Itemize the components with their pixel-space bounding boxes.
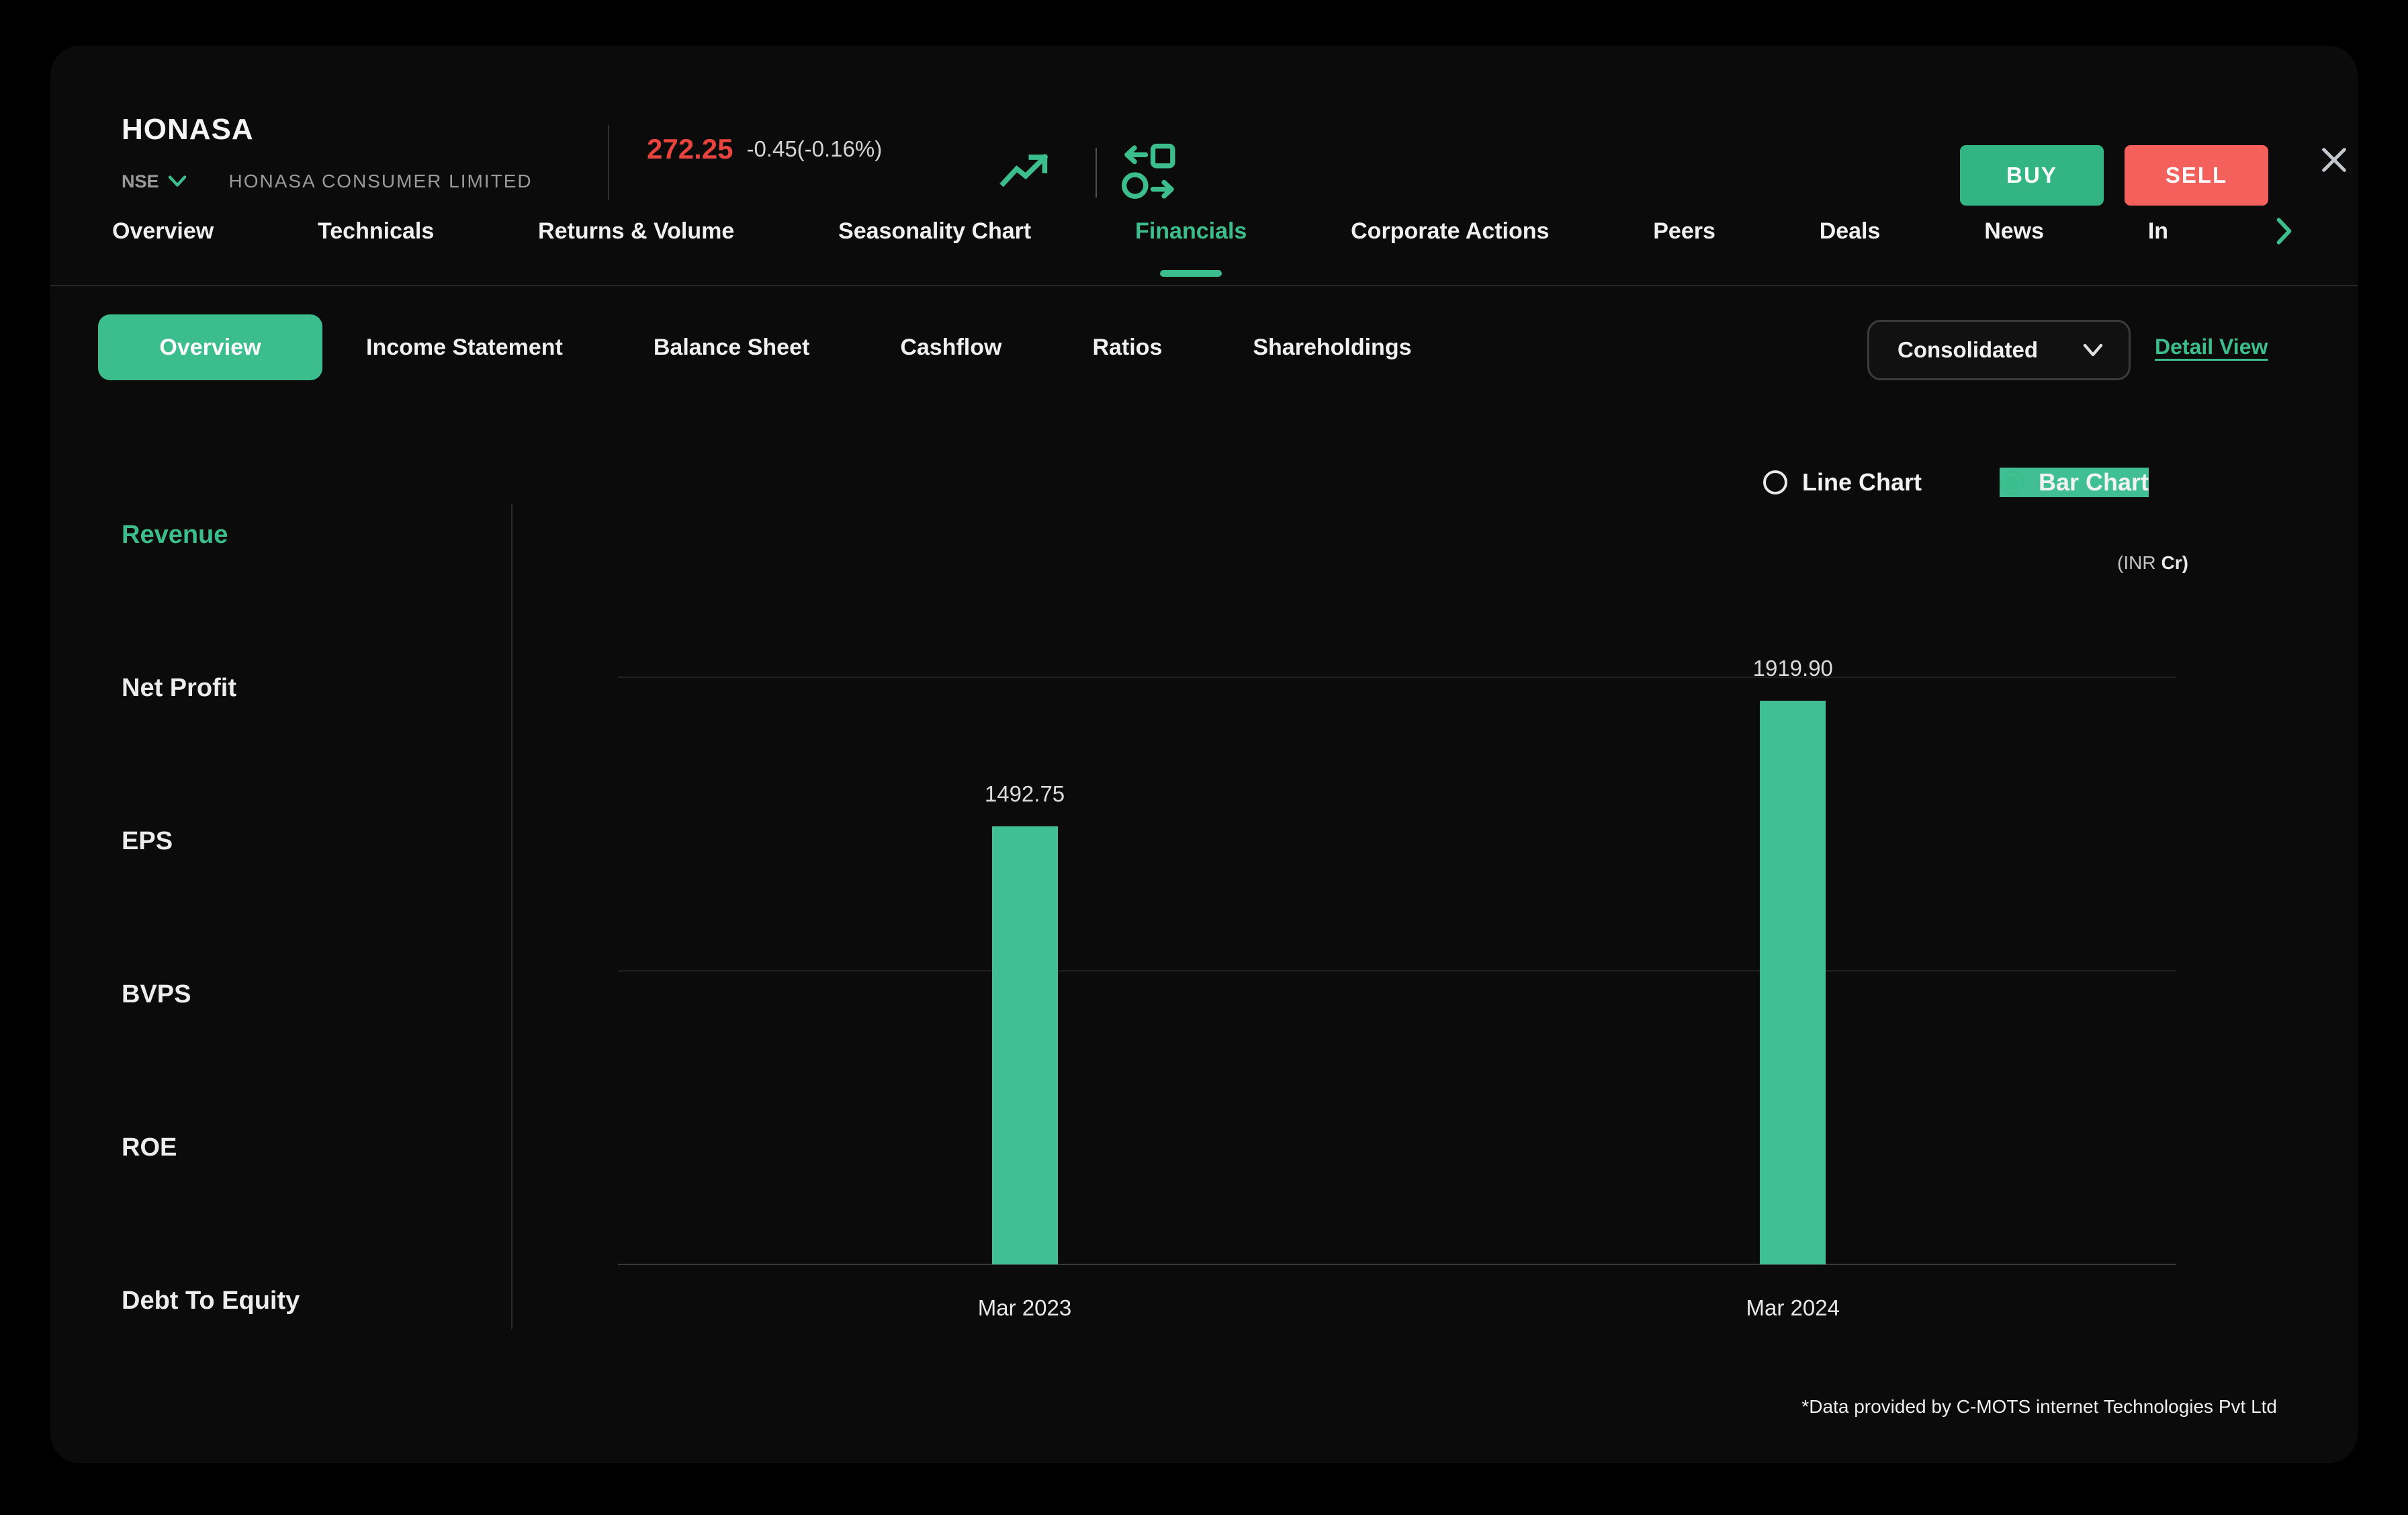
company-name: HONASA CONSUMER LIMITED bbox=[228, 171, 533, 191]
subtab-cashflow[interactable]: Cashflow bbox=[900, 334, 1002, 360]
subtab-income-statement[interactable]: Income Statement bbox=[366, 334, 563, 360]
last-price: 272.25 bbox=[647, 133, 733, 165]
detail-view-link[interactable]: Detail View bbox=[2155, 335, 2268, 359]
active-tab-underline bbox=[1160, 269, 1222, 277]
header-divider bbox=[608, 125, 609, 200]
metric-net-profit[interactable]: Net Profit bbox=[122, 674, 236, 702]
stock-symbol: HONASA bbox=[122, 113, 254, 146]
main-tabs: Overview Technicals Returns & Volume Sea… bbox=[112, 198, 2295, 277]
subtab-shareholdings[interactable]: Shareholdings bbox=[1253, 334, 1412, 360]
line-chart-option: Line Chart bbox=[1763, 468, 1922, 497]
gridline bbox=[618, 970, 2176, 971]
tab-overview[interactable]: Overview bbox=[112, 218, 214, 244]
tab-news[interactable]: News bbox=[1984, 218, 2045, 244]
consolidated-dropdown-value: Consolidated bbox=[1898, 337, 2039, 362]
tab-insights-truncated[interactable]: In bbox=[2147, 218, 2169, 244]
subtab-balance-sheet[interactable]: Balance Sheet bbox=[653, 334, 810, 360]
sell-button[interactable]: SELL bbox=[2125, 145, 2268, 206]
bar-mar-2024[interactable] bbox=[1760, 701, 1826, 1264]
tab-seasonality-chart[interactable]: Seasonality Chart bbox=[838, 218, 1032, 244]
metric-bvps[interactable]: BVPS bbox=[122, 980, 191, 1008]
exchange-selector[interactable]: NSE bbox=[122, 171, 187, 192]
metric-revenue[interactable]: Revenue bbox=[122, 521, 228, 549]
tab-deals[interactable]: Deals bbox=[1819, 218, 1881, 244]
tab-technicals[interactable]: Technicals bbox=[318, 218, 435, 244]
gridline bbox=[618, 677, 2176, 678]
data-provider-note: *Data provided by C-MOTS internet Techno… bbox=[1801, 1396, 2277, 1417]
tab-financials-label: Financials bbox=[1135, 218, 1247, 244]
price-row: 272.25 -0.45(-0.16%) bbox=[647, 133, 882, 165]
unit-bold: Cr) bbox=[2161, 552, 2188, 573]
subtab-overview[interactable]: Overview bbox=[98, 314, 322, 380]
chevron-down-icon bbox=[2083, 343, 2103, 357]
stock-detail-panel: HONASA NSE HONASA CONSUMER LIMITED 272.2… bbox=[50, 46, 2358, 1463]
metric-eps[interactable]: EPS bbox=[122, 827, 173, 855]
icon-divider bbox=[1096, 148, 1097, 198]
line-chart-radio[interactable] bbox=[1763, 470, 1787, 494]
bar-value-label: 1919.90 bbox=[1752, 656, 1833, 681]
compare-icon[interactable] bbox=[1120, 142, 1179, 205]
tab-peers[interactable]: Peers bbox=[1653, 218, 1715, 244]
bar-chart-radio-label[interactable]: Bar Chart bbox=[2039, 468, 2149, 496]
x-axis-line bbox=[618, 1264, 2176, 1265]
tab-returns-volume[interactable]: Returns & Volume bbox=[538, 218, 735, 244]
exchange-label: NSE bbox=[122, 171, 159, 191]
bar-chart-plot: 1492.75 Mar 2023 1919.90 Mar 2024 bbox=[618, 656, 2176, 1320]
price-change: -0.45(-0.16%) bbox=[746, 136, 883, 161]
exchange-row: NSE HONASA CONSUMER LIMITED bbox=[122, 171, 533, 192]
tabs-scroll-right-chevron-icon[interactable] bbox=[2272, 217, 2295, 245]
consolidated-dropdown[interactable]: Consolidated bbox=[1867, 320, 2131, 380]
tab-corporate-actions[interactable]: Corporate Actions bbox=[1351, 218, 1550, 244]
financials-subtabs: Overview Income Statement Balance Sheet … bbox=[98, 314, 1412, 380]
bar-chart-option: Bar Chart bbox=[2000, 468, 2149, 497]
metrics-divider bbox=[511, 504, 512, 1329]
x-axis-label: Mar 2023 bbox=[977, 1295, 1072, 1320]
line-chart-radio-label[interactable]: Line Chart bbox=[1802, 468, 1922, 496]
chart-unit-label: (INR Cr) bbox=[2117, 552, 2188, 574]
bar-chart-radio[interactable] bbox=[2000, 470, 2024, 494]
metric-debt-to-equity[interactable]: Debt To Equity bbox=[122, 1287, 300, 1315]
close-icon[interactable] bbox=[2315, 141, 2353, 179]
metric-roe[interactable]: ROE bbox=[122, 1133, 177, 1162]
bar-mar-2023[interactable] bbox=[991, 826, 1058, 1264]
tab-financials[interactable]: Financials bbox=[1135, 218, 1247, 277]
x-axis-label: Mar 2024 bbox=[1746, 1295, 1840, 1320]
subtab-ratios[interactable]: Ratios bbox=[1092, 334, 1163, 360]
trending-chart-icon[interactable] bbox=[999, 146, 1053, 204]
buy-button[interactable]: BUY bbox=[1960, 145, 2104, 206]
tabs-divider bbox=[50, 285, 2358, 286]
metric-list: Revenue Net Profit EPS BVPS ROE Debt To … bbox=[122, 516, 300, 1319]
unit-prefix: (INR bbox=[2117, 552, 2156, 573]
chevron-down-icon bbox=[168, 175, 186, 187]
bar-value-label: 1492.75 bbox=[984, 781, 1065, 806]
